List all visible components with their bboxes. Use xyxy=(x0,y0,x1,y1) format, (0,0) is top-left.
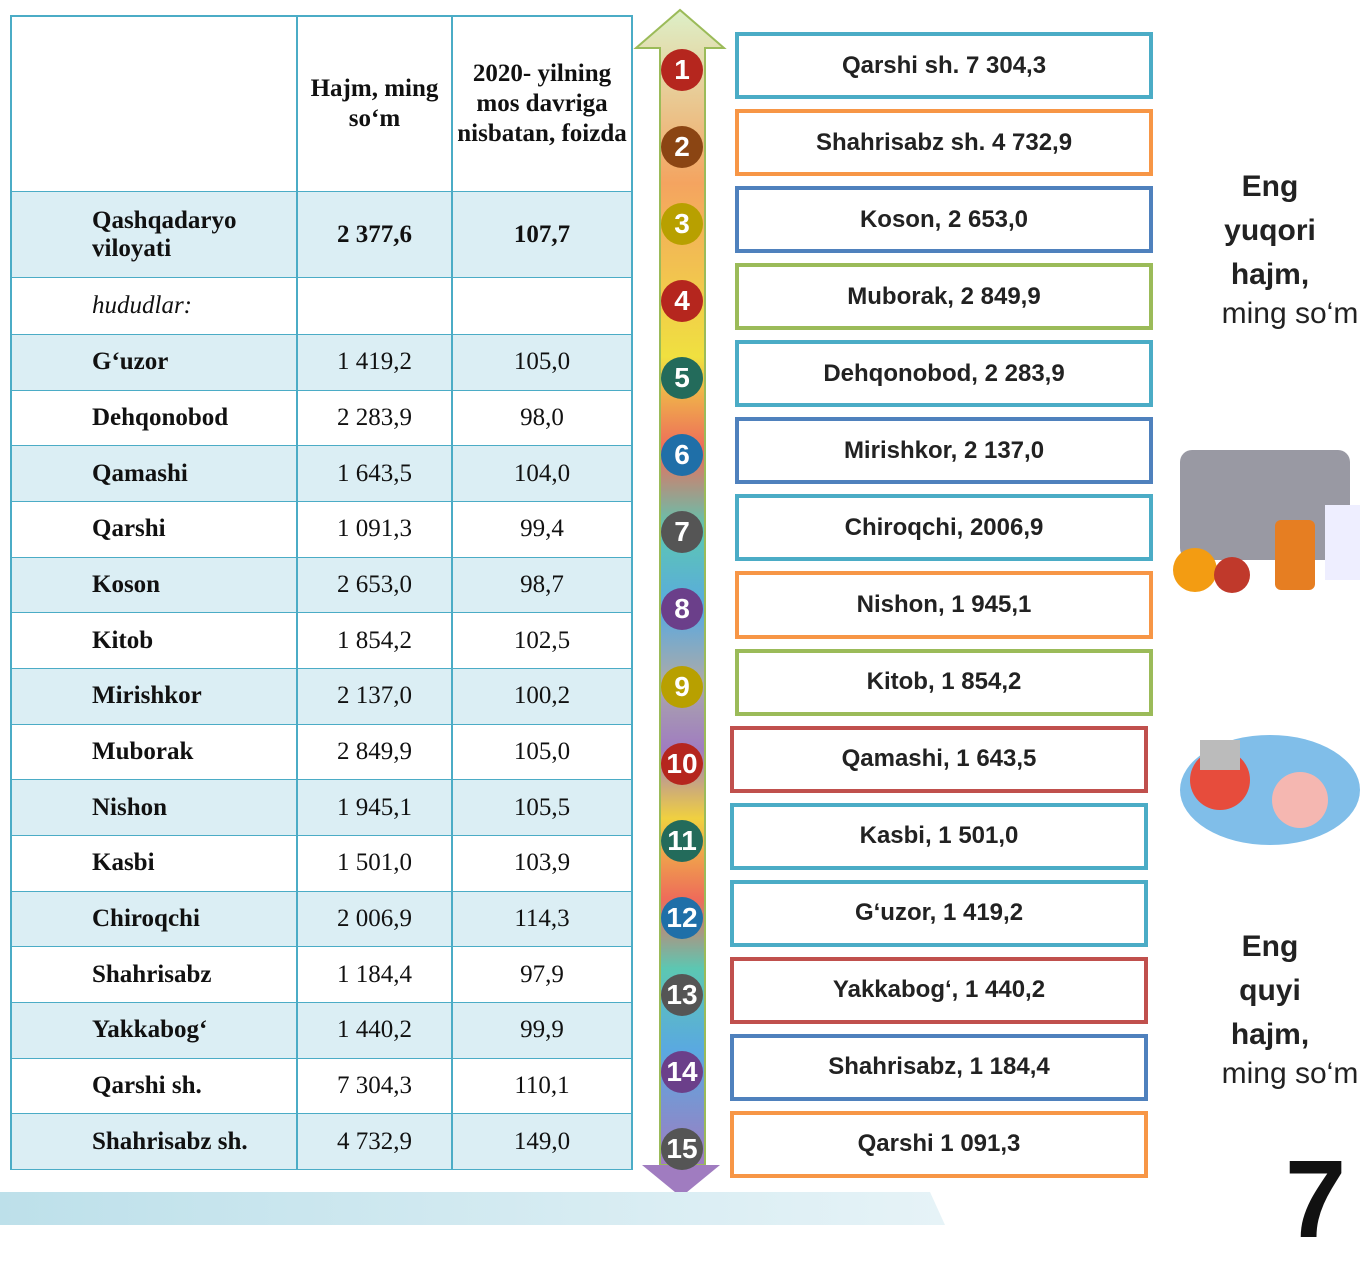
rank-number: 2 xyxy=(661,126,703,169)
header-cell xyxy=(10,15,298,192)
table-cell: 7 304,3 xyxy=(298,1058,453,1115)
row-label: G‘uzor xyxy=(10,335,298,391)
table-cell xyxy=(298,278,453,335)
rank-box: G‘uzor, 1 419,2 xyxy=(730,879,1148,947)
table-cell: 2 283,9 xyxy=(298,390,453,447)
table-cell: 2 377,6 xyxy=(298,192,453,278)
table-cell: 2 137,0 xyxy=(298,669,453,725)
rank-box: Kasbi, 1 501,0 xyxy=(730,802,1148,870)
table-cell: 2 006,9 xyxy=(298,891,453,948)
table-cell: 1 184,4 xyxy=(298,947,453,1003)
table-cell: 1 501,0 xyxy=(298,836,453,892)
rank-number: 10 xyxy=(661,742,703,785)
top-unit: ming so‘m xyxy=(1221,297,1359,330)
table-cell xyxy=(453,278,633,335)
table-cell: 99,9 xyxy=(453,1003,633,1059)
rank-number: 3 xyxy=(661,203,703,246)
rank-box: Shahrisabz, 1 184,4 xyxy=(730,1033,1148,1101)
table-cell: 110,1 xyxy=(453,1058,633,1115)
table-cell: 105,0 xyxy=(453,335,633,391)
table-cell: 114,3 xyxy=(453,891,633,948)
rank-number: 13 xyxy=(661,973,703,1016)
table-cell: 105,5 xyxy=(453,780,633,836)
rank-box: Chiroqchi, 2006,9 xyxy=(735,494,1153,562)
rank-box: Mirishkor, 2 137,0 xyxy=(735,417,1153,485)
rank-number: 14 xyxy=(661,1050,703,1093)
rank-box: Qamashi, 1 643,5 xyxy=(730,725,1148,793)
rank-box: Muborak, 2 849,9 xyxy=(735,263,1153,331)
table-cell: 98,7 xyxy=(453,557,633,614)
table-cell: 99,4 xyxy=(453,502,633,558)
top-title: Eng yuqori hajm, xyxy=(1224,170,1316,291)
bottom-title: Eng quyi hajm, xyxy=(1230,930,1310,1051)
rank-box: Kitob, 1 854,2 xyxy=(735,648,1153,716)
top-label: Eng yuqori hajm, ming so‘m xyxy=(1190,165,1368,331)
table-cell: 2 849,9 xyxy=(298,724,453,781)
table-cell: 1 440,2 xyxy=(298,1003,453,1059)
grocery-image xyxy=(1173,450,1360,593)
rank-number: 5 xyxy=(661,357,703,400)
table-cell: 1 419,2 xyxy=(298,335,453,391)
column-header: 2020- yilning mos davriga nisbatan, foiz… xyxy=(453,15,633,192)
row-label: Qarshi sh. xyxy=(10,1058,298,1115)
table-cell: 104,0 xyxy=(453,446,633,502)
row-label: Kasbi xyxy=(10,836,298,892)
rank-number: 1 xyxy=(661,49,703,91)
rank-number: 12 xyxy=(661,896,703,939)
table-cell: 1 945,1 xyxy=(298,780,453,836)
table-cell: 97,9 xyxy=(453,947,633,1003)
rank-box: Nishon, 1 945,1 xyxy=(735,571,1153,639)
table-cell: 149,0 xyxy=(453,1114,633,1170)
rank-number: 7 xyxy=(661,511,703,554)
table-cell: 1 091,3 xyxy=(298,502,453,558)
row-label: Yakkabog‘ xyxy=(10,1003,298,1059)
row-label: Qashqadaryo viloyati xyxy=(10,192,298,278)
table-cell: 4 732,9 xyxy=(298,1114,453,1170)
household-image xyxy=(1180,735,1360,845)
bottom-label: Eng quyi hajm, ming so‘m xyxy=(1190,925,1368,1091)
rank-number: 9 xyxy=(661,665,703,708)
row-label: Qarshi xyxy=(10,502,298,558)
rank-box: Dehqonobod, 2 283,9 xyxy=(735,340,1153,408)
column-header: Hajm, ming so‘m xyxy=(298,15,453,192)
rank-number: 11 xyxy=(661,819,703,862)
rank-box: Shahrisabz sh. 4 732,9 xyxy=(735,109,1153,177)
row-label: Dehqonobod xyxy=(10,390,298,447)
row-label: Chiroqchi xyxy=(10,891,298,948)
rank-number: 4 xyxy=(661,280,703,323)
row-label: Qamashi xyxy=(10,446,298,502)
table-cell: 105,0 xyxy=(453,724,633,781)
row-label: Mirishkor xyxy=(10,669,298,725)
table-cell: 103,9 xyxy=(453,836,633,892)
row-label: hududlar: xyxy=(10,278,298,335)
rank-number: 6 xyxy=(661,434,703,477)
footer-band xyxy=(0,1192,945,1225)
table-cell: 102,5 xyxy=(453,613,633,669)
table-cell: 1 854,2 xyxy=(298,613,453,669)
row-label: Koson xyxy=(10,557,298,614)
table-cell: 2 653,0 xyxy=(298,557,453,614)
row-label: Kitob xyxy=(10,613,298,669)
table-cell: 100,2 xyxy=(453,669,633,725)
row-label: Nishon xyxy=(10,780,298,836)
page-number: 7 xyxy=(1285,1138,1347,1261)
row-label: Shahrisabz sh. xyxy=(10,1114,298,1170)
rank-box: Qarshi 1 091,3 xyxy=(730,1110,1148,1178)
row-label: Muborak xyxy=(10,724,298,781)
table-cell: 98,0 xyxy=(453,390,633,447)
rank-number: 15 xyxy=(661,1127,703,1170)
table-cell: 1 643,5 xyxy=(298,446,453,502)
table-cell: 107,7 xyxy=(453,192,633,278)
rank-box: Koson, 2 653,0 xyxy=(735,186,1153,254)
row-label: Shahrisabz xyxy=(10,947,298,1003)
bottom-unit: ming so‘m xyxy=(1221,1057,1359,1090)
rank-number: 8 xyxy=(661,588,703,631)
rank-box: Yakkabog‘, 1 440,2 xyxy=(730,956,1148,1024)
page: Hajm, ming so‘m 2020- yilning mos davriga… xyxy=(0,8,1368,1255)
rank-box: Qarshi sh. 7 304,3 xyxy=(735,32,1153,100)
